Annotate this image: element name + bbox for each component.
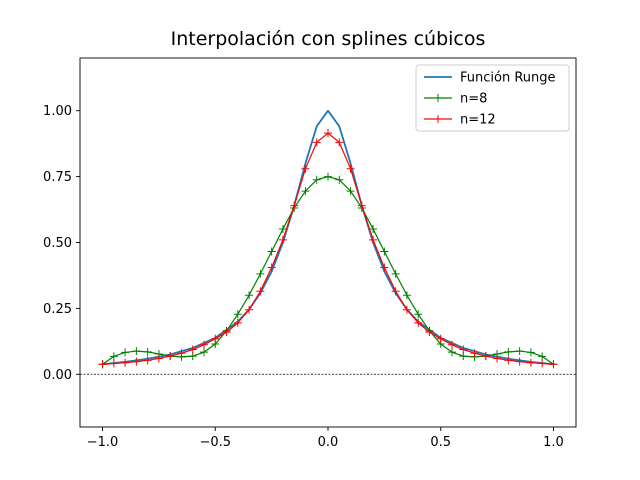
series-1-point xyxy=(346,187,355,196)
series-1-point xyxy=(448,348,456,357)
series-2-point xyxy=(481,352,490,361)
legend-label-1: n=8 xyxy=(460,92,487,107)
y-tick-label: 0.25 xyxy=(43,302,72,317)
x-tick-label: 1.0 xyxy=(543,435,564,450)
series-2-point xyxy=(211,334,220,343)
series-2-point xyxy=(222,328,231,337)
series-2-point xyxy=(267,263,276,272)
series-1-point xyxy=(515,347,524,356)
series-1-point xyxy=(324,172,332,181)
series-2-point xyxy=(549,360,558,369)
series-2-point xyxy=(324,129,332,138)
series-1-point xyxy=(369,225,378,234)
legend-label-0: Función Runge xyxy=(460,71,556,86)
legend-label-2: n=12 xyxy=(460,113,496,128)
series-2-point xyxy=(369,235,378,244)
series-2-point xyxy=(448,340,456,349)
series-1-point xyxy=(256,269,265,278)
series-2-point xyxy=(515,357,524,366)
series-1-point xyxy=(335,175,344,184)
series-1-point xyxy=(391,269,400,278)
series-2-point xyxy=(98,360,107,369)
series-2-point xyxy=(504,356,513,365)
series-2-point xyxy=(301,164,310,173)
series-2-point xyxy=(526,358,535,367)
series-2-point xyxy=(436,334,445,343)
series-2-point xyxy=(109,359,118,368)
series-1-point xyxy=(267,247,276,256)
x-tick-label: 0.5 xyxy=(430,435,451,450)
y-tick-label: 0.00 xyxy=(43,368,72,383)
series-2-point xyxy=(188,345,197,354)
series-2-point xyxy=(470,349,479,358)
x-tick-label: −0.5 xyxy=(199,435,231,450)
series-2-point xyxy=(245,305,254,314)
series-2-point xyxy=(121,358,130,367)
series-2-point xyxy=(346,164,355,173)
series-2-point xyxy=(414,318,423,327)
series-2-point xyxy=(312,138,321,147)
series-2-point xyxy=(290,201,299,210)
series-2-point xyxy=(402,305,411,314)
series-2-point xyxy=(459,345,468,354)
series-2-point xyxy=(538,359,547,368)
series-2-point xyxy=(357,201,366,210)
series-2-point xyxy=(493,354,502,363)
plot-area: −1.0 −0.5 0.0 0.5 1.0 0.00 0.25 0.50 0.75 1.00 xyxy=(43,57,577,450)
series-1-point xyxy=(200,348,208,357)
series-1-point xyxy=(278,225,287,234)
series-1-point xyxy=(526,348,535,357)
series-2-point xyxy=(177,349,186,358)
series-2-point xyxy=(166,352,175,361)
series-2-point xyxy=(233,318,242,327)
series-2-point xyxy=(154,354,163,363)
series-1-point xyxy=(312,175,321,184)
series-2-point xyxy=(380,263,389,272)
series-1-point xyxy=(301,187,310,196)
legend-marker-2 xyxy=(434,115,442,123)
legend-box xyxy=(415,64,570,132)
legend: Función Runge n=8 n=12 xyxy=(415,64,570,132)
series-1-point xyxy=(245,291,254,300)
x-tick-label: −1.0 xyxy=(87,435,119,450)
series-1-point xyxy=(380,247,389,256)
series-1-point xyxy=(109,352,118,361)
series-2-point xyxy=(335,138,344,147)
y-tick-label: 1.00 xyxy=(43,104,72,119)
series-2-point xyxy=(425,328,434,337)
series-1-point xyxy=(414,310,423,319)
chart-title: Interpolación con splines cúbicos xyxy=(171,28,486,50)
series-2-point xyxy=(132,357,141,366)
series-2-point xyxy=(256,287,265,296)
series-2-point xyxy=(200,340,208,349)
series-1-point xyxy=(504,347,513,356)
series-1-point xyxy=(143,347,152,356)
y-tick-label: 0.50 xyxy=(43,236,72,251)
series-2-point xyxy=(278,235,287,244)
series-2-point xyxy=(391,287,400,296)
series-1-point xyxy=(233,310,242,319)
series-1-point xyxy=(121,348,130,357)
series-1-point xyxy=(402,291,411,300)
series-1-point xyxy=(538,352,547,361)
series-2-point xyxy=(143,356,152,365)
x-tick-label: 0.0 xyxy=(318,435,339,450)
series-1-point xyxy=(132,347,141,356)
legend-marker-1 xyxy=(434,94,442,102)
series-line-0 xyxy=(102,109,554,366)
y-tick-label: 0.75 xyxy=(43,170,72,185)
